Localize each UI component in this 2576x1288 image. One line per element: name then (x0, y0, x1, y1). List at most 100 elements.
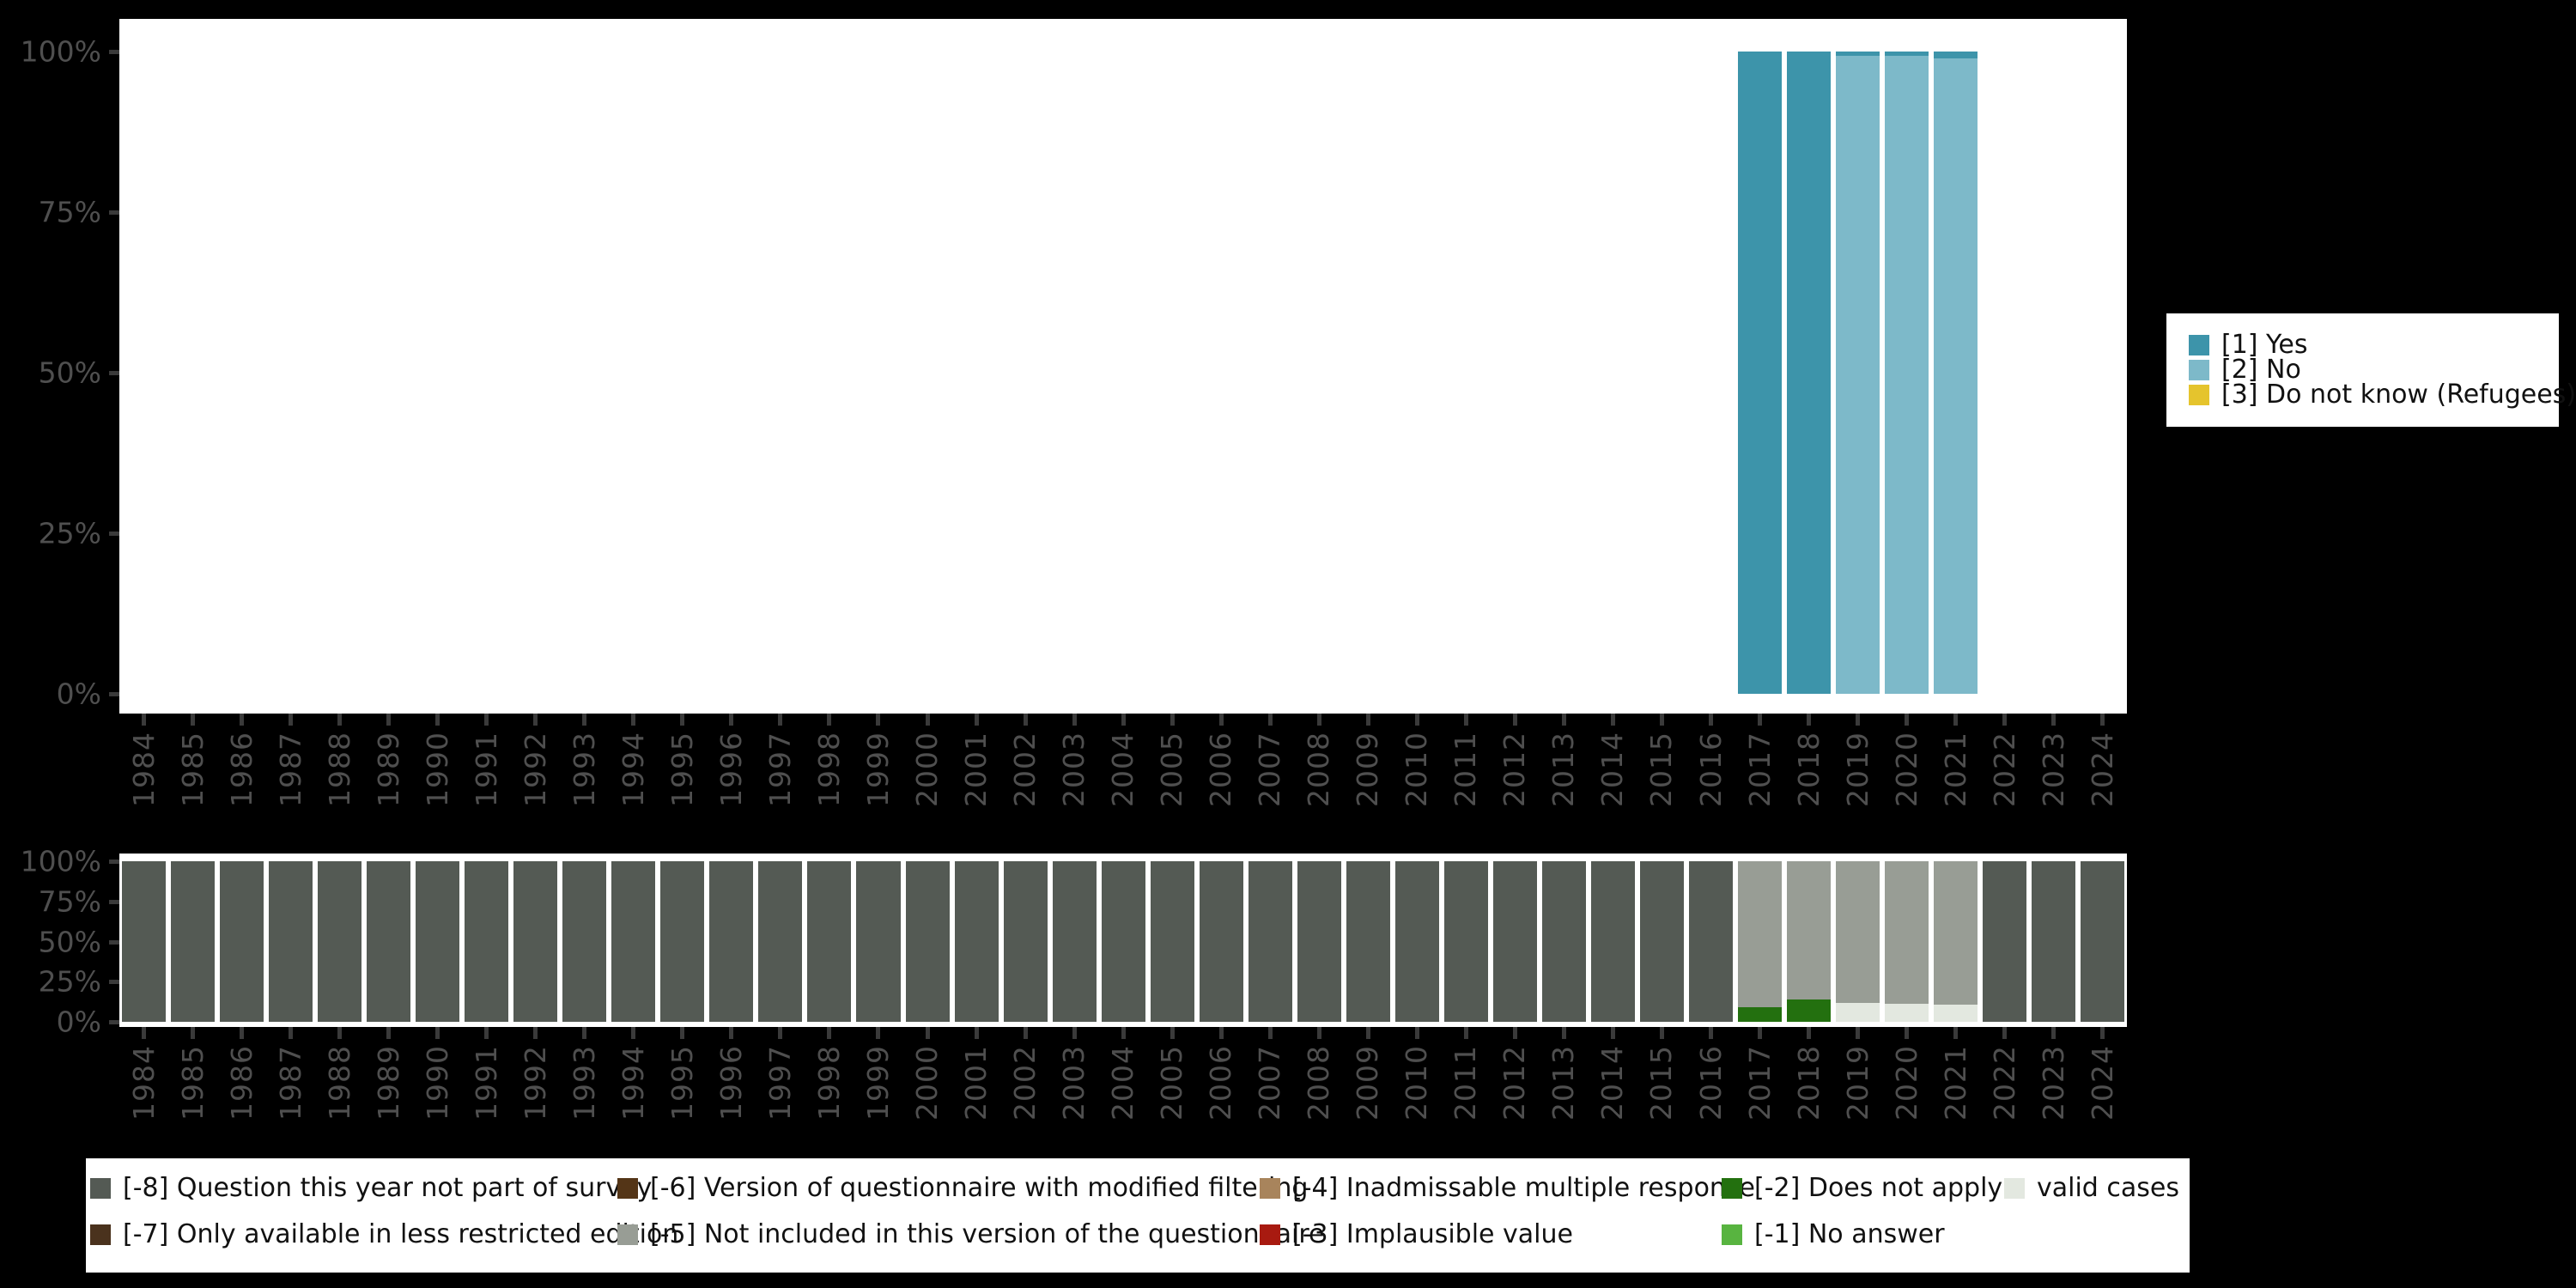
x-label-slot-1997: 1997 (756, 732, 805, 839)
x-tick-slot-2004 (1099, 714, 1148, 726)
legend-item-label: [-4] Inadmissable multiple response (1292, 1173, 1756, 1203)
x-label-slot-2015: 2015 (1637, 1045, 1686, 1152)
x-axis-year-label: 1993 (567, 732, 601, 807)
bar-slot-2000 (903, 861, 952, 1022)
x-axis-year-label: 1992 (518, 732, 552, 807)
legend-item: [-1] No answer (1722, 1222, 1945, 1248)
bar-2010 (1394, 861, 1439, 1022)
x-tick-slot-1991 (462, 1027, 511, 1039)
bar-segment (1885, 1004, 1929, 1022)
x-label-slot-1998: 1998 (805, 732, 854, 839)
y-tick-label: 50% (38, 925, 101, 959)
x-tick-slot-2010 (1393, 714, 1442, 726)
y-tick-label: 75% (38, 195, 101, 229)
bar-segment (1934, 58, 1978, 694)
x-axis-year-label: 2010 (1400, 1045, 1434, 1121)
x-tick-slot-1994 (609, 714, 658, 726)
bar-segment (660, 861, 705, 1022)
x-tick-mark (1267, 714, 1273, 726)
bar-slot-1987 (266, 52, 315, 694)
bar-slot-1992 (511, 52, 560, 694)
bar-slot-2017 (1735, 52, 1784, 694)
x-tick-mark (1610, 714, 1615, 726)
bar-2000 (905, 861, 950, 1022)
x-axis-year-label: 2024 (2085, 1045, 2119, 1121)
x-tick-slot-2011 (1442, 1027, 1491, 1039)
x-axis-year-label: 1991 (469, 732, 503, 807)
x-label-slot-1994: 1994 (609, 732, 658, 839)
legend-swatch (2004, 1178, 2025, 1199)
x-axis-year-label: 1999 (860, 1045, 895, 1121)
bar-slot-2018 (1784, 52, 1833, 694)
x-tick-slot-2009 (1344, 1027, 1393, 1039)
bar-segment (1738, 1007, 1783, 1022)
legend-item-label: [-6] Version of questionnaire with modif… (650, 1173, 1309, 1203)
x-tick-slot-2013 (1540, 714, 1589, 726)
x-tick-slot-1994 (609, 1027, 658, 1039)
bar-2002 (1003, 861, 1048, 1022)
bar-segment (1199, 861, 1243, 1022)
x-label-slot-2011: 2011 (1442, 732, 1491, 839)
x-tick-mark (289, 714, 294, 726)
x-label-slot-2008: 2008 (1295, 732, 1344, 839)
x-tick-slot-2020 (1882, 1027, 1931, 1039)
x-tick-slot-2023 (2029, 714, 2078, 726)
bar-slot-2013 (1540, 861, 1589, 1022)
x-tick-mark (533, 1027, 538, 1039)
x-tick-mark (1807, 1027, 1812, 1039)
x-label-slot-1994: 1994 (609, 1045, 658, 1152)
bar-2019 (1836, 52, 1880, 694)
bar-slot-2023 (2029, 861, 2078, 1022)
bar-segment (1541, 861, 1586, 1022)
x-axis-year-label: 2011 (1449, 732, 1483, 807)
bar-segment (709, 861, 754, 1022)
x-axis-year-label: 2015 (1644, 1045, 1679, 1121)
bar-slot-2021 (1931, 861, 1980, 1022)
x-axis-year-label: 2020 (1889, 732, 1923, 807)
bar-slot-1997 (756, 861, 805, 1022)
x-tick-slot-2022 (1980, 714, 2029, 726)
x-label-slot-1993: 1993 (560, 1045, 609, 1152)
x-tick-mark (484, 1027, 489, 1039)
bar-slot-1991 (462, 861, 511, 1022)
x-axis-year-label: 2002 (1008, 732, 1042, 807)
x-tick-slot-1995 (658, 714, 707, 726)
bar-segment (954, 861, 999, 1022)
x-label-slot-2024: 2024 (2078, 1045, 2127, 1152)
bar-2012 (1492, 861, 1537, 1022)
bar-slot-1990 (413, 861, 462, 1022)
x-axis-year-label: 2012 (1498, 732, 1532, 807)
x-axis-year-label: 2014 (1595, 732, 1630, 807)
x-tick-mark (337, 714, 343, 726)
bar-slot-2015 (1637, 52, 1686, 694)
x-label-slot-2002: 2002 (1001, 732, 1050, 839)
x-axis-year-label: 2022 (1987, 1045, 2021, 1121)
bar-segment (220, 861, 264, 1022)
bar-slot-1995 (658, 861, 707, 1022)
bar-segment (269, 861, 313, 1022)
bar-slot-2010 (1393, 52, 1442, 694)
x-label-slot-1984: 1984 (119, 1045, 168, 1152)
bar-1996 (709, 861, 754, 1022)
x-axis-year-label: 2021 (1938, 1045, 1972, 1121)
bar-slot-2002 (1001, 52, 1050, 694)
legend-swatch (90, 1224, 111, 1245)
x-tick-mark (2051, 1027, 2057, 1039)
bar-2003 (1052, 861, 1097, 1022)
bar-segment (1052, 861, 1097, 1022)
x-tick-slot-2021 (1931, 1027, 1980, 1039)
x-tick-mark (1170, 1027, 1175, 1039)
x-label-slot-1986: 1986 (217, 1045, 266, 1152)
y-tick-mark (109, 50, 119, 54)
bar-2005 (1150, 861, 1194, 1022)
x-label-slot-2019: 2019 (1833, 1045, 1882, 1152)
x-tick-slot-1996 (707, 1027, 756, 1039)
bar-segment (1787, 52, 1832, 694)
x-tick-mark (1709, 714, 1714, 726)
x-axis-year-label: 1985 (175, 732, 210, 807)
x-tick-slot-1997 (756, 714, 805, 726)
x-tick-mark (1023, 714, 1028, 726)
x-tick-slot-2010 (1393, 1027, 1442, 1039)
bar-1987 (269, 861, 313, 1022)
bar-slot-2001 (952, 52, 1001, 694)
